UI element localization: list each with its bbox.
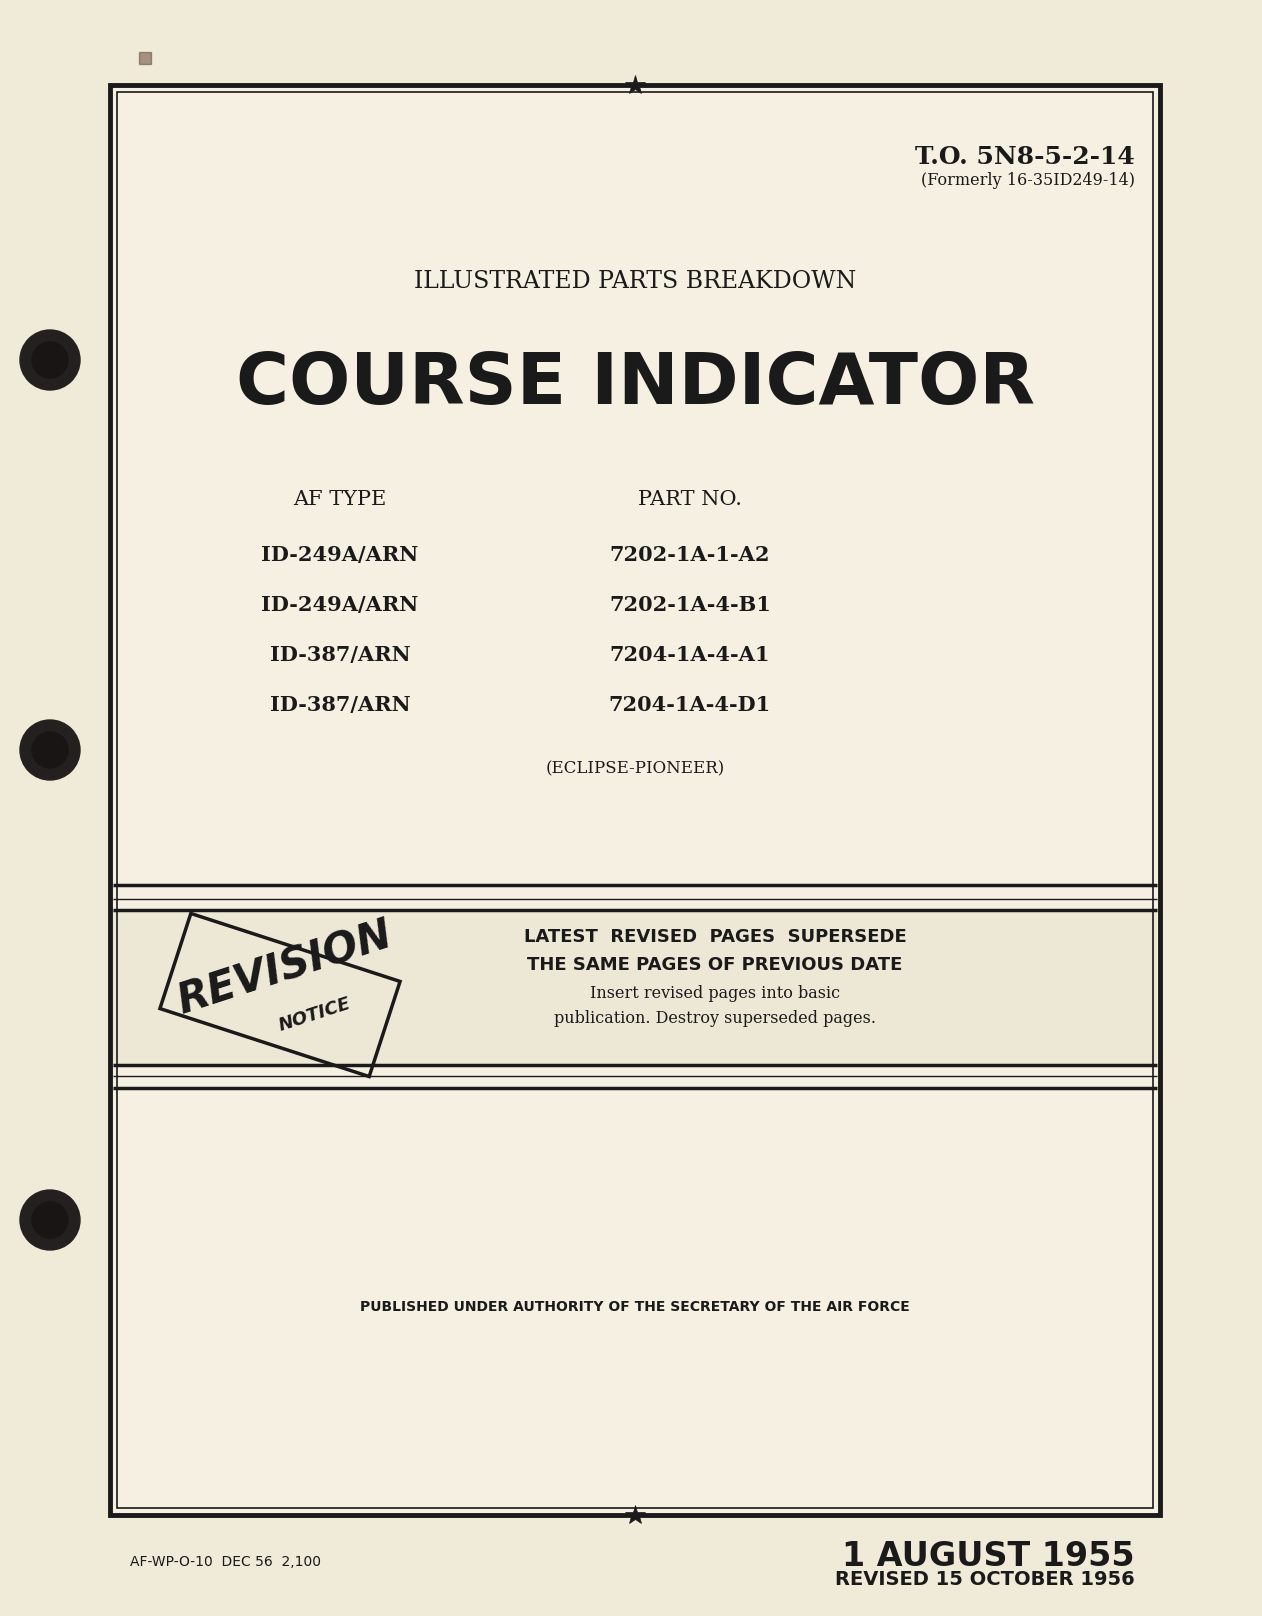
- Bar: [117, 92, 1153, 1508]
- Text: PUBLISHED UNDER AUTHORITY OF THE SECRETARY OF THE AIR FORCE: PUBLISHED UNDER AUTHORITY OF THE SECRETA…: [360, 1299, 910, 1314]
- Bar: [114, 910, 1157, 1065]
- Text: 7204-1A-4-D1: 7204-1A-4-D1: [608, 695, 771, 714]
- Circle shape: [32, 343, 68, 378]
- Text: AF-WP-O-10  DEC 56  2,100: AF-WP-O-10 DEC 56 2,100: [130, 1555, 321, 1569]
- Bar: [110, 86, 1160, 1516]
- Circle shape: [20, 721, 80, 781]
- Text: (Formerly 16-35ID249-14): (Formerly 16-35ID249-14): [921, 171, 1135, 189]
- Circle shape: [20, 1189, 80, 1251]
- Text: ID-387/ARN: ID-387/ARN: [270, 695, 410, 714]
- Text: 7202-1A-4-B1: 7202-1A-4-B1: [610, 595, 771, 616]
- Text: LATEST  REVISED  PAGES  SUPERSEDE: LATEST REVISED PAGES SUPERSEDE: [524, 928, 906, 945]
- Text: 7204-1A-4-A1: 7204-1A-4-A1: [610, 645, 770, 666]
- Text: publication. Destroy superseded pages.: publication. Destroy superseded pages.: [554, 1010, 876, 1028]
- Text: COURSE INDICATOR: COURSE INDICATOR: [236, 351, 1035, 419]
- Circle shape: [32, 732, 68, 768]
- Text: 7202-1A-1-A2: 7202-1A-1-A2: [610, 545, 770, 566]
- Circle shape: [20, 330, 80, 389]
- Text: PART NO.: PART NO.: [639, 490, 742, 509]
- Circle shape: [32, 1202, 68, 1238]
- Text: (ECLIPSE-PIONEER): (ECLIPSE-PIONEER): [545, 760, 724, 777]
- Text: ILLUSTRATED PARTS BREAKDOWN: ILLUSTRATED PARTS BREAKDOWN: [414, 270, 856, 292]
- Text: ID-249A/ARN: ID-249A/ARN: [261, 545, 419, 566]
- Text: NOTICE: NOTICE: [276, 995, 353, 1036]
- Text: THE SAME PAGES OF PREVIOUS DATE: THE SAME PAGES OF PREVIOUS DATE: [528, 957, 902, 974]
- Text: 1 AUGUST 1955: 1 AUGUST 1955: [842, 1540, 1135, 1572]
- Text: AF TYPE: AF TYPE: [293, 490, 386, 509]
- Text: Insert revised pages into basic: Insert revised pages into basic: [589, 986, 840, 1002]
- Text: ID-387/ARN: ID-387/ARN: [270, 645, 410, 666]
- Text: ID-249A/ARN: ID-249A/ARN: [261, 595, 419, 616]
- Text: T.O. 5N8-5-2-14: T.O. 5N8-5-2-14: [915, 145, 1135, 170]
- Text: REVISION: REVISION: [172, 915, 398, 1023]
- Text: REVISED 15 OCTOBER 1956: REVISED 15 OCTOBER 1956: [835, 1571, 1135, 1589]
- Bar: [110, 86, 1160, 1516]
